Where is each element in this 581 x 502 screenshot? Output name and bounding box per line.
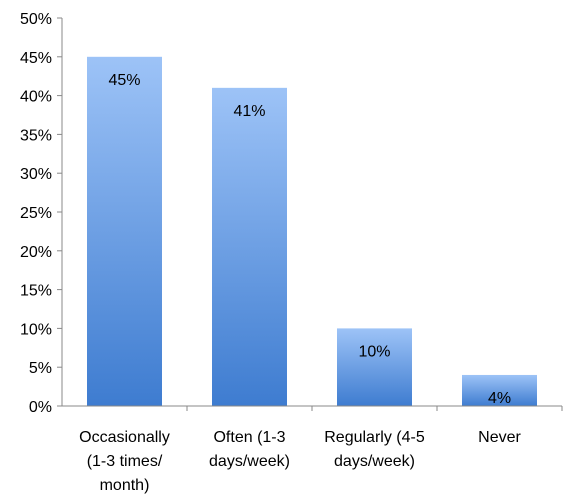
y-tick-label: 40% — [20, 89, 52, 106]
data-label: 45% — [108, 72, 140, 89]
x-tick-label: Regularly (4-5 days/week) — [324, 429, 425, 470]
data-label: 41% — [233, 103, 265, 120]
y-tick-label: 5% — [29, 360, 52, 377]
x-tick-label: Occasionally (1-3 times/month) — [79, 429, 170, 494]
bar — [462, 374, 537, 406]
y-tick-label: 35% — [20, 127, 52, 144]
x-tick-label: Often (1-3 days/week) — [209, 429, 290, 470]
y-tick-label: 30% — [20, 166, 52, 183]
data-label: 4% — [488, 390, 511, 407]
x-tick-label: Never — [478, 429, 521, 446]
y-tick-label: 15% — [20, 283, 52, 300]
data-label: 10% — [358, 343, 390, 360]
data-labels: 45% 41% 10% 4% — [108, 72, 511, 407]
y-tick-label: 25% — [20, 205, 52, 222]
bar — [212, 87, 287, 406]
y-tick-label: 20% — [20, 244, 52, 261]
bar — [87, 56, 162, 407]
y-tick-label: 10% — [20, 321, 52, 338]
bar — [337, 328, 412, 406]
y-tick-label: 45% — [20, 50, 52, 67]
y-tick-label: 0% — [29, 399, 52, 416]
y-axis-ticks: 0% 5% 10% 15% 20% 25% 30% 35% 40% 45% 50% — [20, 11, 62, 416]
bars — [87, 56, 537, 407]
y-tick-label: 50% — [20, 11, 52, 28]
x-axis-ticks: Occasionally (1-3 times/month) Often (1-3 d… — [79, 406, 563, 494]
